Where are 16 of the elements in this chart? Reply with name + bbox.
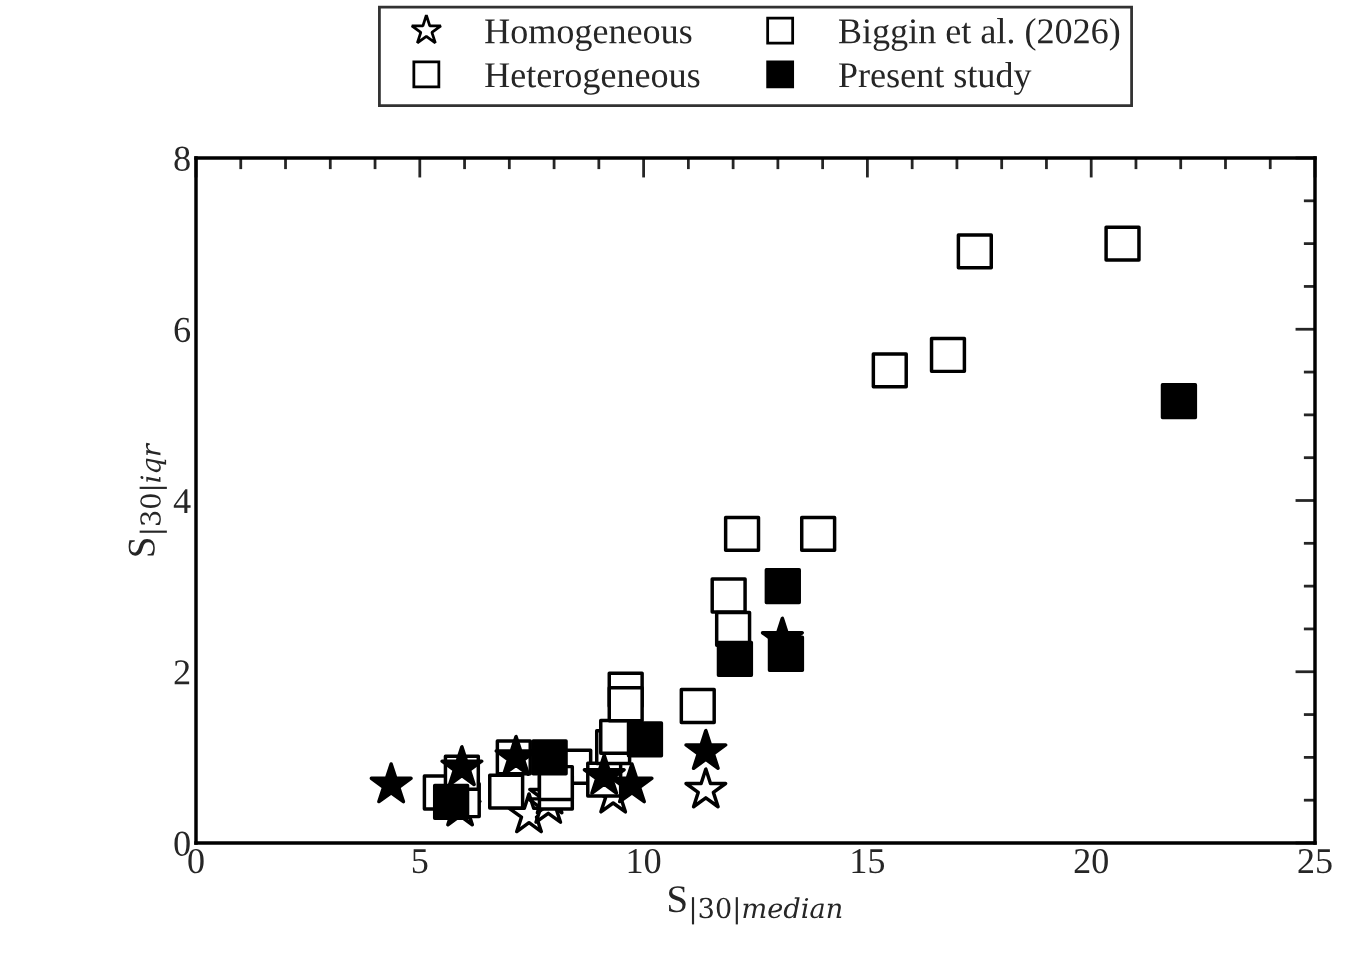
x-tick-label: 20: [1074, 848, 1108, 874]
y-tick-label: 2: [174, 660, 190, 685]
y-axis-title: S$_{|30|iqr}$: [128, 442, 167, 556]
y-tick-label: 4: [173, 489, 191, 514]
legend-label: Heterogeneous: [485, 63, 700, 95]
x-tick-label: 10: [628, 848, 661, 874]
legend-label: Present study: [838, 62, 1032, 95]
y-tick-label: 6: [174, 317, 191, 343]
x-axis-title: S$_{|30|median}$: [669, 886, 842, 925]
x-tick-label: 25: [1298, 849, 1332, 874]
legend-label: Biggin et al. (2026): [838, 18, 1120, 51]
x-tick-label: 15: [852, 849, 885, 874]
y-tick-label: 8: [174, 146, 190, 171]
x-tick-label: 5: [412, 849, 428, 874]
y-tick-label: 0: [174, 831, 190, 856]
legend-label: Homogeneous: [485, 19, 692, 51]
